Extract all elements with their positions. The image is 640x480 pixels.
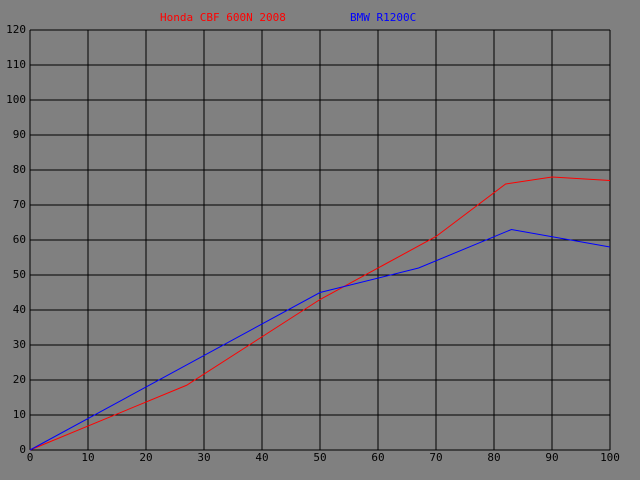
y-tick-label: 10	[13, 408, 26, 421]
legend-entry: Honda CBF 600N 2008	[160, 11, 286, 24]
y-tick-label: 50	[13, 268, 26, 281]
y-tick-label: 90	[13, 128, 26, 141]
x-tick-label: 80	[487, 451, 500, 464]
x-tick-label: 10	[81, 451, 94, 464]
x-tick-label: 40	[255, 451, 268, 464]
y-tick-label: 120	[6, 23, 26, 36]
x-tick-label: 0	[27, 451, 34, 464]
y-tick-label: 70	[13, 198, 26, 211]
y-tick-label: 80	[13, 163, 26, 176]
y-tick-label: 40	[13, 303, 26, 316]
y-tick-label: 100	[6, 93, 26, 106]
y-tick-label: 0	[19, 443, 26, 456]
x-tick-label: 70	[429, 451, 442, 464]
y-tick-label: 30	[13, 338, 26, 351]
y-tick-label: 20	[13, 373, 26, 386]
x-tick-label: 100	[600, 451, 620, 464]
series-line	[29, 228, 611, 451]
series-line	[29, 176, 611, 451]
legend-entry: BMW R1200C	[350, 11, 416, 24]
x-tick-label: 60	[371, 451, 384, 464]
x-tick-label: 50	[313, 451, 326, 464]
y-tick-label: 60	[13, 233, 26, 246]
x-tick-label: 30	[197, 451, 210, 464]
x-tick-label: 90	[545, 451, 558, 464]
x-tick-label: 20	[139, 451, 152, 464]
y-tick-label: 110	[6, 58, 26, 71]
